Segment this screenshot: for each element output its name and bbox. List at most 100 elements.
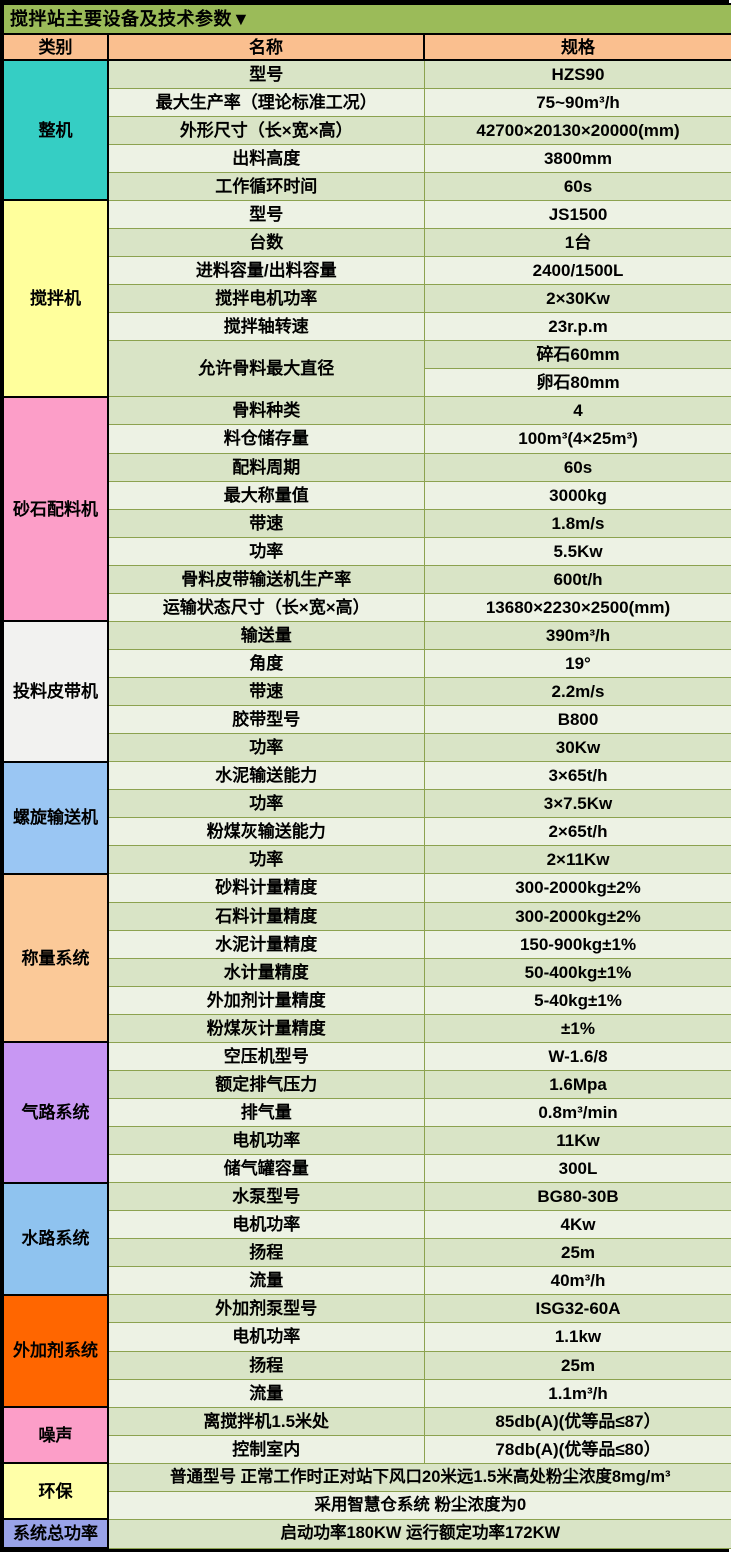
param-spec-cell: 19° [423,648,731,679]
param-name-cell: 外形尺寸（长×宽×高） [107,115,425,145]
param-spec-cell: 1台 [423,227,731,258]
merged-value-cell: 普通型号 正常工作时正对站下风口20米远1.5米高处粉尘浓度8mg/m³ [107,1462,731,1492]
param-spec-cell: 0.8m³/min [423,1097,731,1128]
param-spec-cell: 3×7.5Kw [423,789,731,819]
table-row: 水计量精度 50-400kg±1% [3,957,731,987]
param-spec-cell: 5.5Kw [423,536,731,566]
category-cell: 投料皮带机 [2,620,109,763]
table-row: 外加剂计量精度 5-40kg±1% [3,985,731,1015]
param-spec-cell: 1.1kw [423,1322,731,1352]
table-row: 功率 30Kw [3,733,731,763]
table-row: 卵石80mm [3,368,731,398]
param-spec-cell: 卵石80mm [423,368,731,398]
param-name-cell: 带速 [107,508,425,538]
table-row: 投料皮带机 输送量 390m³/h [2,620,731,763]
category-cell: 水路系统 [2,1181,109,1296]
param-name-cell: 空压机型号 [107,1041,425,1071]
param-name-cell: 胶带型号 [107,705,425,735]
param-name-cell: 骨料种类 [107,396,425,426]
param-spec-cell: 1.8m/s [423,508,731,538]
param-name-cell: 最大称量值 [107,480,425,510]
table-title-toggle[interactable]: 搅拌站主要设备及技术参数▼ [1,2,731,36]
table-row: 水泥计量精度 150-900kg±1% [3,929,731,959]
table-row: 角度 19° [3,648,731,679]
param-name-cell: 电机功率 [107,1125,425,1156]
param-name-cell: 搅拌轴转速 [107,312,425,342]
table-row: 功率 5.5Kw [3,536,731,566]
param-spec-cell: 2×65t/h [423,817,731,847]
param-spec-cell: 100m³(4×25m³) [423,424,731,454]
title-row: 搅拌站主要设备及技术参数▼ [1,2,731,36]
param-spec-cell: 3800mm [423,143,731,173]
table-row: 流量 1.1m³/h [3,1378,731,1408]
param-spec-cell: ISG32-60A [423,1294,731,1324]
param-spec-cell: HZS90 [423,59,731,89]
table-row: 螺旋输送机 水泥输送能力 3×65t/h [2,760,731,875]
table-row: 带速 2.2m/s [3,676,731,707]
param-spec-cell: 23r.p.m [423,312,731,342]
param-name-cell: 最大生产率（理论标准工况） [107,87,425,117]
table-row: 电机功率 1.1kw [3,1322,731,1352]
param-name-cell: 骨料皮带输送机生产率 [107,564,425,594]
param-name-cell: 功率 [107,733,425,763]
param-name-cell: 排气量 [107,1097,425,1128]
param-spec-cell: 60s [423,171,731,201]
param-name-cell: 料仓储存量 [107,424,425,454]
param-spec-cell: 300-2000kg±2% [423,873,731,903]
category-cell: 噪声 [2,1406,109,1465]
table-row: 台数 1台 [3,227,731,258]
param-spec-cell: 2400/1500L [423,256,731,286]
param-spec-cell: 600t/h [423,564,731,594]
param-spec-cell: 2×30Kw [423,284,731,314]
param-spec-cell: 30Kw [423,733,731,763]
category-cell: 气路系统 [2,1041,109,1184]
table-row: 带速 1.8m/s [3,508,731,538]
table-row: 最大生产率（理论标准工况） 75~90m³/h [3,87,731,117]
param-name-cell: 出料高度 [107,143,425,173]
param-spec-cell: 2.2m/s [423,676,731,707]
category-cell: 系统总功率 [2,1518,109,1549]
param-name-cell: 电机功率 [107,1210,425,1240]
table-row: 气路系统 空压机型号 W-1.6/8 [2,1041,731,1184]
table-row: 控制室内 78db(A)(优等品≤80） [3,1434,731,1464]
table-row: 排气量 0.8m³/min [3,1097,731,1128]
table-row: 配料周期 60s [3,452,731,482]
param-spec-cell: W-1.6/8 [423,1041,731,1071]
table-row: 砂石配料机 骨料种类 4 [2,395,731,623]
param-spec-cell: 75~90m³/h [423,87,731,117]
category-cell: 整机 [2,59,109,202]
param-name-cell: 配料周期 [107,452,425,482]
param-spec-cell: 78db(A)(优等品≤80） [423,1434,731,1464]
param-name-cell: 粉煤灰计量精度 [107,1013,425,1043]
category-cell: 螺旋输送机 [2,760,109,875]
param-spec-cell: 1.1m³/h [423,1378,731,1408]
table-row: 功率 2×11Kw [3,845,731,875]
param-name-cell: 工作循环时间 [107,171,425,201]
table-row: 流量 40m³/h [3,1266,731,1296]
param-name-cell: 运输状态尺寸（长×宽×高） [107,592,425,622]
table-row: 电机功率 11Kw [3,1125,731,1156]
param-spec-cell: 85db(A)(优等品≤87） [423,1406,731,1436]
param-spec-cell: 390m³/h [423,620,731,650]
merged-value-cell: 采用智慧仓系统 粉尘浓度为0 [107,1490,731,1520]
param-spec-cell: 碎石60mm [423,340,731,370]
param-spec-cell: 150-900kg±1% [423,929,731,959]
param-name-cell: 功率 [107,845,425,875]
param-name-cell: 功率 [107,536,425,566]
table-row: 工作循环时间 60s [3,171,731,201]
param-name-cell: 水泥输送能力 [107,761,425,791]
param-spec-cell: 2×11Kw [423,845,731,875]
param-name-cell: 电机功率 [107,1322,425,1352]
param-spec-cell: 25m [423,1238,731,1268]
table-row: 骨料皮带输送机生产率 600t/h [3,564,731,594]
param-name-cell: 带速 [107,676,425,707]
table-row: 胶带型号 B800 [3,705,731,735]
table-row: 储气罐容量 300L [3,1154,731,1184]
category-cell: 环保 [2,1462,109,1521]
param-spec-cell: 50-400kg±1% [423,957,731,987]
category-cell: 砂石配料机 [2,395,109,623]
table-row: 额定排气压力 1.6Mpa [3,1069,731,1099]
param-spec-cell: 4Kw [423,1210,731,1240]
table-row: 料仓储存量 100m³(4×25m³) [3,424,731,454]
